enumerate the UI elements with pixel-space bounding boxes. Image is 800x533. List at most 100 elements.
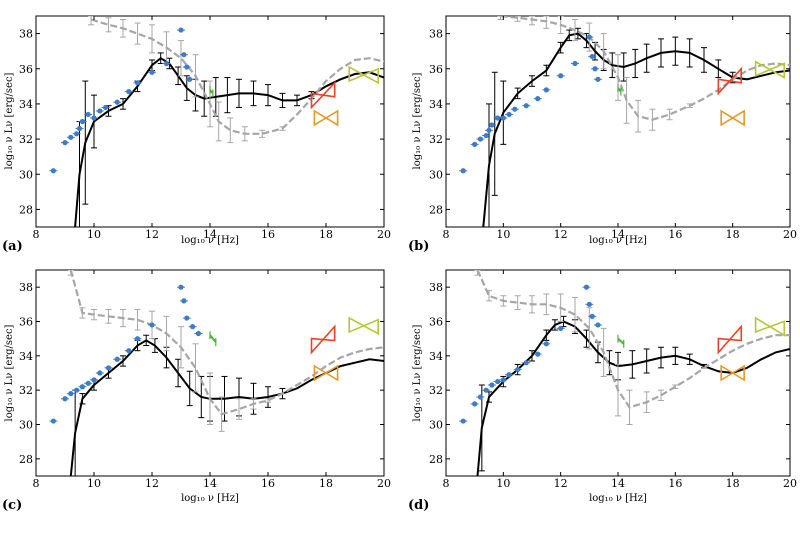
yellow-bowtie [348,316,379,335]
observed-point [500,377,506,383]
observed-point [495,378,501,385]
observed-point [187,76,193,82]
observed-point [460,168,466,174]
y-tick-label: 36 [19,316,33,329]
observed-point [50,168,57,174]
y-tick-label: 34 [429,98,443,111]
observed-point [178,27,184,33]
x-tick-label: 14 [203,477,217,490]
y-tick-label: 38 [19,28,33,41]
orange-bowtie [313,364,339,382]
green-data-line [209,334,217,343]
orange-bowtie [720,109,745,127]
observed-point [558,325,564,331]
x-tick-label: 16 [261,228,275,241]
observed-point [181,52,187,58]
y-tick-label: 32 [429,384,443,397]
panel-d-ylabel: log₁₀ ν Lν [erg/sec] [412,324,423,421]
y-tick-label: 34 [429,350,443,363]
y-tick-label: 32 [19,384,33,397]
observed-point [523,360,529,366]
x-tick-label: 16 [261,477,275,490]
observed-point [50,418,57,424]
observed-point [68,391,74,397]
observed-point [85,380,91,386]
panel-a-plot-area: 8 10 12 14 16 18 20 28 30 32 34 36 38 [19,16,391,241]
observed-point [543,341,549,347]
y-tick-label: 30 [429,419,443,432]
x-tick-label: 10 [496,477,510,490]
y-tick-label: 38 [429,281,443,294]
observed-point [489,122,495,128]
panel-c: 8 10 12 14 16 18 20 28 30 32 34 36 38 (c) log₁₀ ν [H… [2,269,391,513]
comparison-curve [90,18,384,135]
observed-point [489,382,495,388]
y-tick-label: 28 [19,453,33,466]
model-curve [482,32,790,227]
observed-point [595,322,601,328]
x-tick-label: 16 [668,228,682,241]
green-data-line [617,337,625,345]
comparison-curve [69,270,384,416]
observed-point [512,106,518,112]
observed-point [85,111,91,118]
panel-a: 8 10 12 14 16 18 20 28 30 32 34 36 38 (a) log₁₀ ν [H… [2,15,391,254]
observed-point [62,396,68,402]
panel-d: 8 10 12 14 16 18 20 28 30 32 34 36 38 (d) log₁₀ ν [H… [408,269,797,513]
y-tick-label: 30 [19,419,33,432]
observed-point [558,73,564,79]
x-tick-label: 10 [87,477,101,490]
y-tick-label: 30 [19,168,33,181]
observed-point [586,301,592,307]
observed-point [195,330,201,337]
observed-point [68,134,74,140]
observed-point [190,324,196,330]
panel-a-xlabel: log₁₀ ν [Hz] [181,235,239,246]
observed-point [500,115,506,121]
observed-point [495,115,501,121]
observed-point [114,356,120,362]
x-tick-label: 14 [203,228,217,241]
observed-point [543,87,549,93]
observed-point [134,336,141,342]
x-tick-label: 20 [377,228,391,241]
observed-point [477,136,483,142]
panel-c-label: (c) [2,498,22,513]
x-tick-label: 14 [611,477,625,490]
y-tick-label: 34 [19,350,33,363]
yellow-bowtie [754,60,786,79]
x-tick-label: 20 [783,228,797,241]
observed-point [76,125,83,132]
observed-point [163,60,170,67]
observed-point [178,284,184,290]
comparison-curve [500,16,790,121]
yellow-bowtie [754,316,786,337]
y-tick-label: 38 [19,281,33,294]
x-tick-label: 12 [554,228,568,241]
observed-point [483,132,489,139]
plot-content [49,270,384,476]
observed-point [572,60,578,67]
red-bowtie [717,66,743,96]
observed-point [97,108,103,114]
observed-point [506,372,512,378]
panel-b: 8 10 12 14 16 18 20 28 30 32 34 36 38 (b) log₁₀ ν [H… [408,15,797,254]
y-tick-label: 36 [429,316,443,329]
observed-point [126,89,132,95]
x-tick-label: 8 [443,477,450,490]
y-tick-label: 36 [19,63,33,76]
observed-point [589,53,595,60]
observed-point [586,34,592,40]
observed-point [74,131,80,137]
plot-content [459,16,790,227]
panel-b-label: (b) [408,239,429,254]
observed-point [592,66,598,72]
observed-point [523,103,529,109]
y-tick-label: 32 [429,133,443,146]
red-bowtie [310,80,336,110]
x-tick-label: 12 [554,477,568,490]
panel-b-ylabel: log₁₀ ν Lν [erg/sec] [412,72,423,169]
y-tick-label: 28 [19,203,33,216]
observed-point [62,140,68,146]
